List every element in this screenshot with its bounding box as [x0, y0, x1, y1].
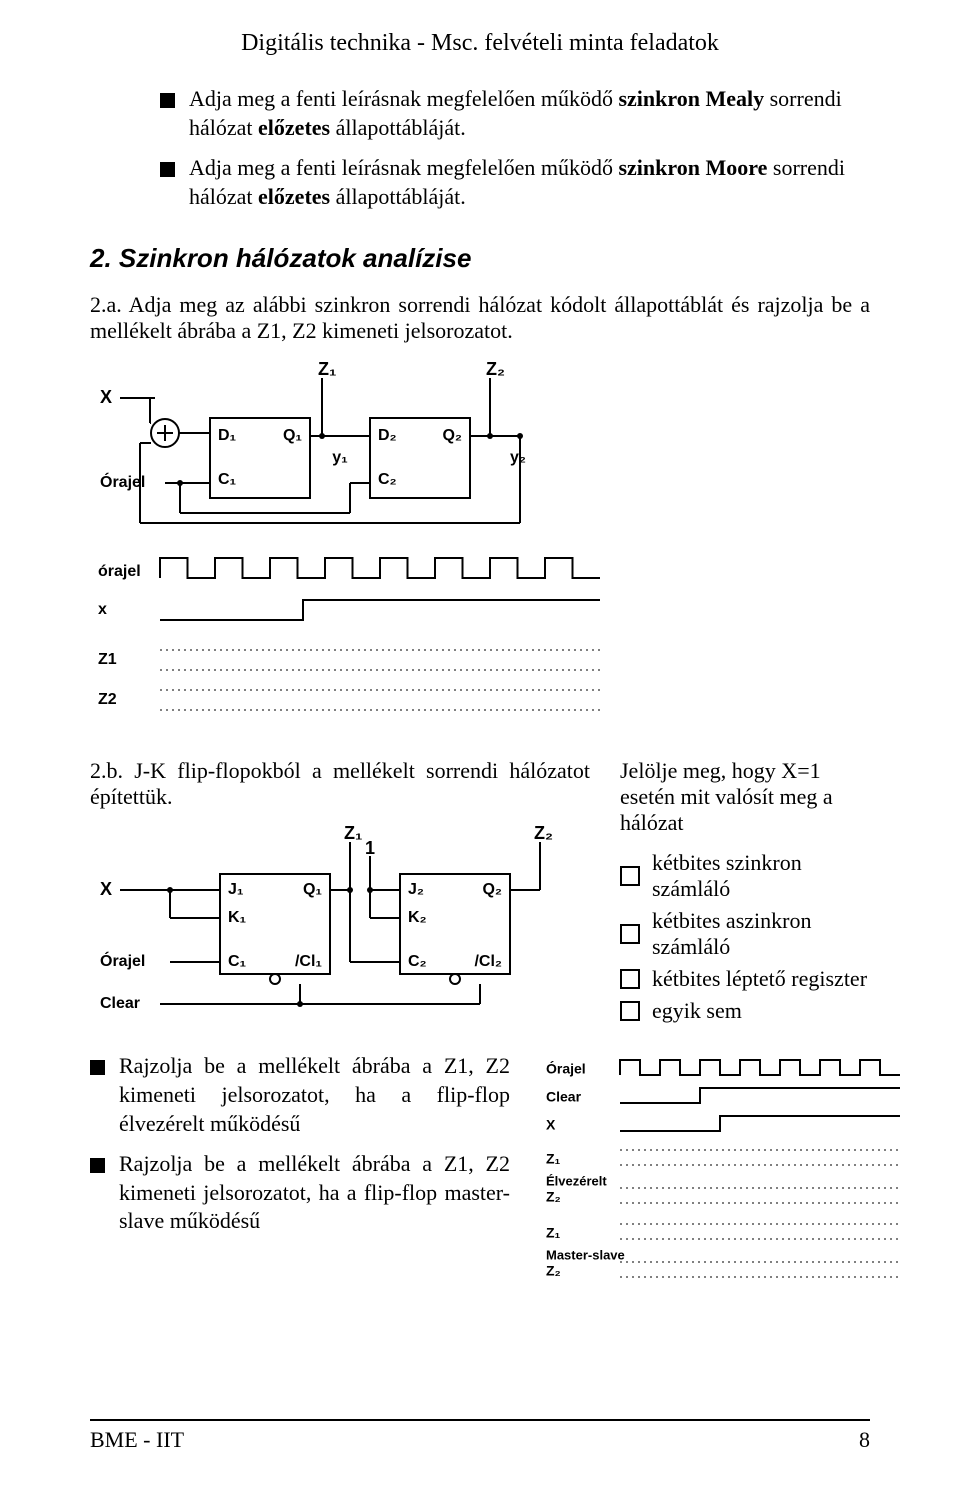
svg-text:K₂: K₂ [408, 910, 427, 927]
option-row[interactable]: egyik sem [620, 998, 870, 1024]
option-list: kétbites szinkron számláló kétbites aszi… [620, 850, 870, 1024]
task-num: 2.a. [90, 292, 122, 317]
option-row[interactable]: kétbites szinkron számláló [620, 850, 870, 902]
list-item: Adja meg a fenti leírásnak megfelelően m… [160, 85, 870, 142]
bullet-text: Adja meg a fenti leírásnak megfelelően m… [189, 154, 870, 211]
checkbox-icon[interactable] [620, 924, 640, 944]
svg-text:1: 1 [365, 838, 375, 858]
svg-text:Z1: Z1 [98, 652, 117, 669]
svg-text:Z2: Z2 [98, 692, 117, 709]
svg-text:J₂: J₂ [408, 882, 424, 899]
svg-text:X: X [546, 1117, 556, 1133]
svg-text:Élvezérelt: Élvezérelt [546, 1174, 607, 1189]
svg-text:Q₂: Q₂ [482, 882, 502, 899]
svg-text:X: X [100, 879, 112, 899]
list-item: Adja meg a fenti leírásnak megfelelően m… [160, 154, 870, 211]
page-title: Digitális technika - Msc. felvételi mint… [90, 30, 870, 57]
svg-text:Z₂: Z₂ [534, 824, 553, 843]
svg-text:Q₁: Q₁ [303, 882, 322, 899]
svg-text:Órajel: Órajel [546, 1060, 586, 1077]
square-bullet-icon [160, 162, 175, 177]
checkbox-icon[interactable] [620, 866, 640, 886]
option-row[interactable]: kétbites aszinkron számláló [620, 908, 870, 960]
checkbox-icon[interactable] [620, 969, 640, 989]
svg-text:X: X [100, 387, 112, 407]
svg-text:Z₁: Z₁ [546, 1151, 561, 1167]
footer-right: 8 [859, 1427, 870, 1453]
section-heading: 2. Szinkron hálózatok analízise [90, 243, 870, 274]
prompt-2b: Jelölje meg, hogy X=1 esetén mit valósít… [620, 758, 870, 836]
option-label: kétbites aszinkron számláló [652, 908, 870, 960]
task-2a: 2.a. Adja meg az alábbi szinkron sorrend… [90, 292, 870, 344]
svg-text:x: x [98, 602, 107, 619]
square-bullet-icon [90, 1158, 105, 1173]
bottom-bullet-list: Rajzolja be a mellékelt ábrába a Z1, Z2 … [90, 1052, 510, 1248]
top-bullet-list: Adja meg a fenti leírásnak megfelelően m… [160, 85, 870, 211]
bullet-text: Rajzolja be a mellékelt ábrába a Z1, Z2 … [119, 1150, 510, 1236]
svg-text:Z₁: Z₁ [344, 824, 362, 843]
option-label: kétbites léptető regiszter [652, 966, 867, 992]
option-label: egyik sem [652, 998, 742, 1024]
svg-text:órajel: órajel [98, 564, 141, 581]
bullet-text: Rajzolja be a mellékelt ábrába a Z1, Z2 … [119, 1052, 510, 1138]
svg-text:/Cl₁: /Cl₁ [295, 954, 322, 971]
svg-text:Z₁: Z₁ [318, 359, 336, 379]
list-item: Rajzolja be a mellékelt ábrába a Z1, Z2 … [90, 1052, 510, 1138]
task-num: 2.b. [90, 758, 123, 783]
svg-text:C₁: C₁ [228, 954, 247, 971]
timing-2a: órajel x Z1 Z2 [90, 548, 870, 748]
option-row[interactable]: kétbites léptető regiszter [620, 966, 870, 992]
square-bullet-icon [90, 1060, 105, 1075]
circuit-2b: J₁ Q₁ K₁ C₁/Cl₁ J₂ Q₂ K₂ C₂/Cl₂ X Z₁1 Órajel Clear Z… [90, 824, 590, 1024]
svg-text:D₂: D₂ [378, 428, 397, 445]
svg-text:/Cl₂: /Cl₂ [474, 954, 502, 971]
task-2b: 2.b. J-K flip-flopokból a mellékelt sorr… [90, 758, 590, 810]
svg-text:Órajel: Órajel [100, 473, 145, 492]
list-item: Rajzolja be a mellékelt ábrába a Z1, Z2 … [90, 1150, 510, 1236]
svg-text:y₁: y₁ [332, 450, 348, 467]
svg-text:Z₁: Z₁ [546, 1225, 561, 1241]
svg-text:C₁: C₁ [218, 472, 237, 489]
checkbox-icon[interactable] [620, 1001, 640, 1021]
timing-2b: ÓrajelClearXZ₁ÉlvezéreltZ₂Z₁Master-slave… [540, 1052, 920, 1352]
task-text: J-K flip-flopokból a mellékelt sorrendi … [90, 758, 590, 809]
svg-text:Master-slave: Master-slave [546, 1248, 625, 1263]
footer-left: BME - IIT [90, 1427, 184, 1453]
svg-text:K₁: K₁ [228, 910, 247, 927]
svg-text:J₁: J₁ [228, 882, 244, 899]
svg-text:Órajel: Órajel [100, 952, 145, 971]
svg-text:Q₁: Q₁ [283, 428, 302, 445]
svg-text:Z₂: Z₂ [546, 1263, 561, 1279]
svg-text:D₁: D₁ [218, 428, 237, 445]
circuit-2a: X D₁ Q₁ C₁ D₂ Q₂ C₂ y₁ y₂ Z₁ Z₂ Órajel [90, 358, 870, 538]
svg-text:Q₂: Q₂ [442, 428, 462, 445]
svg-text:C₂: C₂ [408, 954, 427, 971]
task-text: Adja meg az alábbi szinkron sorrendi hál… [90, 292, 870, 343]
option-label: kétbites szinkron számláló [652, 850, 870, 902]
svg-text:Z₂: Z₂ [486, 359, 505, 379]
svg-text:Clear: Clear [546, 1089, 582, 1105]
svg-text:C₂: C₂ [378, 472, 397, 489]
svg-text:Z₂: Z₂ [546, 1189, 561, 1205]
svg-text:Clear: Clear [100, 996, 140, 1013]
square-bullet-icon [160, 93, 175, 108]
bullet-text: Adja meg a fenti leírásnak megfelelően m… [189, 85, 870, 142]
svg-text:y₂: y₂ [510, 450, 526, 467]
